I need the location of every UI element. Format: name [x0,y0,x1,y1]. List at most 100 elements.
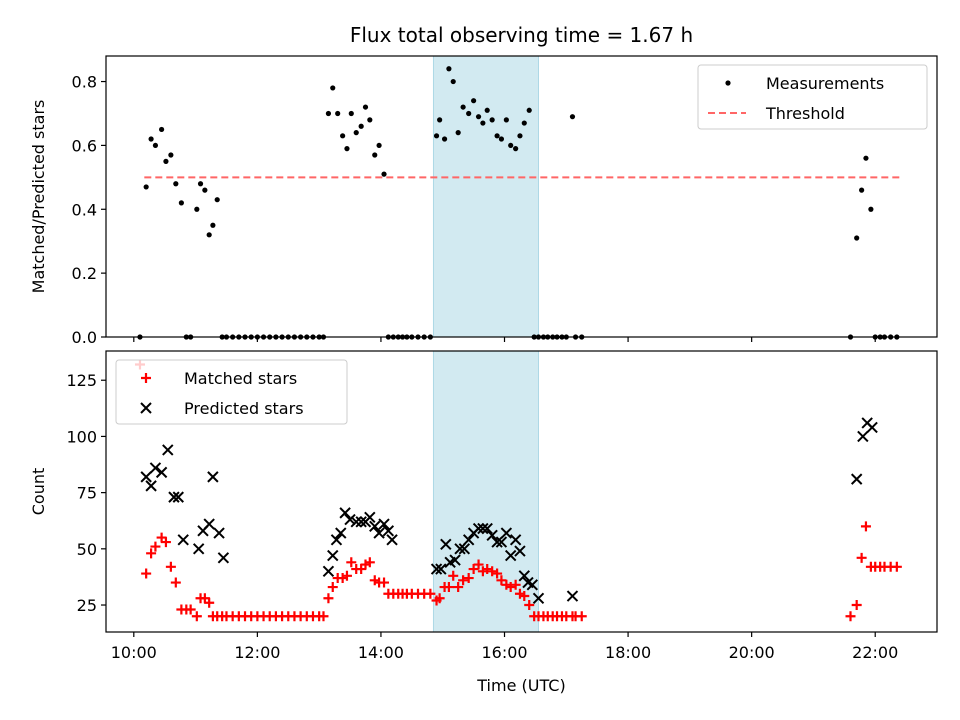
measurement-point [381,171,387,177]
measurement-point [372,152,378,158]
measurement-point [480,120,486,126]
measurement-point [202,187,208,193]
matched-star-point [576,611,587,622]
measurement-point [521,120,527,126]
x-tick-label: 14:00 [358,643,404,662]
measurement-point [143,184,149,190]
highlight-span [432,55,539,338]
matched-star-point [323,593,334,604]
predicted-star-point [155,466,168,479]
x-axis-label: Time (UTC) [476,676,565,695]
y-axis-label: Count [29,468,48,516]
legend-label: Matched stars [184,369,297,388]
predicted-star-point [213,527,225,539]
matched-star-point [185,604,196,615]
predicted-star-point [514,545,526,557]
matched-star-point [851,600,862,611]
predicted-star-point [386,534,398,546]
measurement-point [503,117,509,123]
legend-marker-matched [141,373,151,383]
predicted-star-point [481,522,493,535]
measurement-point [214,197,220,203]
measurement-point [344,146,350,152]
measurement-point [460,104,466,110]
predicted-star-point [373,527,385,539]
predicted-star-point [495,536,508,548]
measurement-point [358,123,364,129]
measurement-point [569,114,576,120]
measurement-point [494,133,500,139]
predicted-star-point [378,518,390,530]
legend-box [115,359,348,425]
measurement-point [475,114,482,120]
measurement-point [197,181,204,187]
measurement-point [173,181,179,187]
y-tick-label: 50 [77,540,97,559]
predicted-star-point [509,534,522,546]
predicted-star-point [454,543,466,555]
legend-label: Threshold [765,104,845,123]
count-panel: 10:00 12:00 14:00 16:00 18:00 20:00 22:00 25 50 7… [29,350,938,662]
y-tick-label: 0.6 [72,136,97,155]
predicted-star-point [192,543,205,555]
predicted-star-point [207,471,219,483]
matched-star-point [318,611,329,622]
measurement-point [859,187,865,193]
x-tick-label: 10:00 [111,643,157,662]
predicted-star-point [140,471,152,483]
ratio-panel: 0.0 0.2 0.4 0.6 0.8 Matched/Predicted stars Me… [29,55,938,347]
predicted-star-point [330,534,343,546]
predicted-star-point [217,552,230,564]
predicted-star-point [532,592,545,604]
matched-star-point [346,557,357,568]
measurement-point [325,110,332,117]
y-tick-label: 0.0 [72,328,97,347]
measurement-point [489,117,495,123]
predicted-star-point [172,491,184,503]
axes-frame [105,350,938,633]
measurement-point [466,110,472,117]
predicted-star-point [866,421,878,434]
matched-star-point [364,557,375,568]
measurement-point [484,107,490,113]
matched-star-point [492,568,503,579]
measurement-point [367,117,373,123]
matched-star-point [327,582,338,593]
legend-box [697,64,928,130]
predicted-star-point [149,462,162,474]
measurement-point [508,142,514,149]
predicted-star-point [322,565,335,578]
predicted-star-point [327,549,339,562]
y-tick-label: 125 [66,371,97,390]
axes-frame [105,55,938,338]
measurement-point [159,126,165,133]
matched-star-point [524,600,535,611]
predicted-star-point [526,579,539,591]
measurement-point [210,222,216,228]
predicted-star-point [339,507,351,519]
y-tick-label: 75 [77,484,97,503]
matched-star-point [510,579,521,590]
predicted-star-point [491,536,503,548]
y-axis-label: Matched/Predicted stars [29,100,48,294]
measurement-point [433,133,440,139]
measurement-point [863,155,869,161]
matched-star-point [468,564,479,575]
matched-star-point [448,570,459,581]
matched-star-point [473,559,484,570]
matched-star-point [434,593,445,604]
matched-star-point [856,552,867,563]
measurement-point [194,206,200,212]
predicted-star-point [449,554,461,566]
measurement-point [450,78,456,85]
matched-star-point [165,561,176,572]
predicted-star-point [177,534,189,546]
measurement-point [526,107,532,113]
predicted-star-point [369,520,381,533]
predicted-star-point [168,491,180,503]
highlight-span [432,350,539,633]
measurement-point [854,235,860,241]
measurement-point [437,117,443,123]
matched-star-point [141,568,152,579]
